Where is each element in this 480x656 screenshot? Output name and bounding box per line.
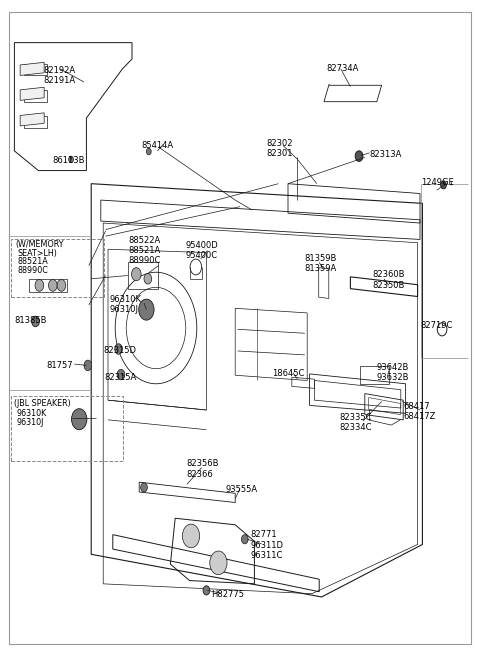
Text: 82315A: 82315A: [105, 373, 137, 382]
Circle shape: [241, 535, 248, 544]
Text: 82719C: 82719C: [420, 321, 452, 330]
Bar: [360, 366, 389, 384]
Polygon shape: [20, 87, 44, 100]
Text: 96310K
96310J: 96310K 96310J: [109, 295, 142, 314]
Text: 81757: 81757: [47, 361, 73, 370]
Circle shape: [35, 279, 44, 291]
Text: 81385B: 81385B: [14, 316, 47, 325]
Circle shape: [32, 316, 39, 327]
Text: 82315D: 82315D: [103, 346, 136, 355]
Circle shape: [146, 148, 151, 155]
Circle shape: [182, 524, 200, 548]
Circle shape: [48, 279, 57, 291]
Text: 88521A: 88521A: [18, 257, 48, 266]
Polygon shape: [20, 62, 44, 75]
Text: 82313A: 82313A: [370, 150, 402, 159]
Circle shape: [69, 156, 73, 163]
Circle shape: [115, 344, 122, 354]
Text: 82734A: 82734A: [326, 64, 359, 73]
Circle shape: [210, 551, 227, 575]
Text: 93555A: 93555A: [226, 485, 258, 494]
Text: 1249GE: 1249GE: [421, 178, 454, 187]
Text: (JBL SPEAKER): (JBL SPEAKER): [14, 399, 71, 408]
Text: 18645C: 18645C: [272, 369, 304, 379]
Text: 93642B
93632B: 93642B 93632B: [377, 363, 409, 382]
Text: 82771
96311D
96311C: 82771 96311D 96311C: [251, 530, 284, 560]
Text: 81359B
81359A: 81359B 81359A: [305, 254, 337, 274]
Text: 85414A: 85414A: [142, 141, 174, 150]
Circle shape: [72, 409, 87, 430]
Text: 88990C: 88990C: [18, 266, 48, 275]
Text: H82775: H82775: [211, 590, 244, 600]
Circle shape: [139, 299, 154, 320]
Circle shape: [441, 181, 446, 189]
Text: 95400D
95400C: 95400D 95400C: [185, 241, 218, 260]
Circle shape: [57, 279, 66, 291]
Text: 82360B
82350B: 82360B 82350B: [372, 270, 405, 290]
Polygon shape: [20, 113, 44, 126]
Text: 86113B: 86113B: [53, 156, 85, 165]
Circle shape: [203, 586, 210, 595]
Circle shape: [144, 274, 152, 284]
Circle shape: [355, 151, 363, 161]
Text: 82302
82301: 82302 82301: [266, 138, 292, 158]
Circle shape: [117, 369, 125, 380]
Text: 68417
68417Z: 68417 68417Z: [403, 401, 435, 421]
Circle shape: [84, 360, 92, 371]
Bar: [11, 239, 104, 297]
Text: 88522A
88521A
88990C: 88522A 88521A 88990C: [129, 236, 161, 266]
Text: SEAT>LH): SEAT>LH): [18, 249, 58, 258]
Text: (W/MEMORY: (W/MEMORY: [15, 240, 64, 249]
Text: 82356B
82366: 82356B 82366: [186, 459, 219, 479]
Bar: [11, 396, 123, 461]
Text: 82192A
82191A: 82192A 82191A: [43, 66, 75, 85]
Circle shape: [132, 268, 141, 281]
Circle shape: [141, 483, 147, 492]
Text: 96310K: 96310K: [17, 409, 47, 418]
Text: 82335C
82334C: 82335C 82334C: [339, 413, 372, 432]
Text: 96310J: 96310J: [17, 418, 44, 427]
